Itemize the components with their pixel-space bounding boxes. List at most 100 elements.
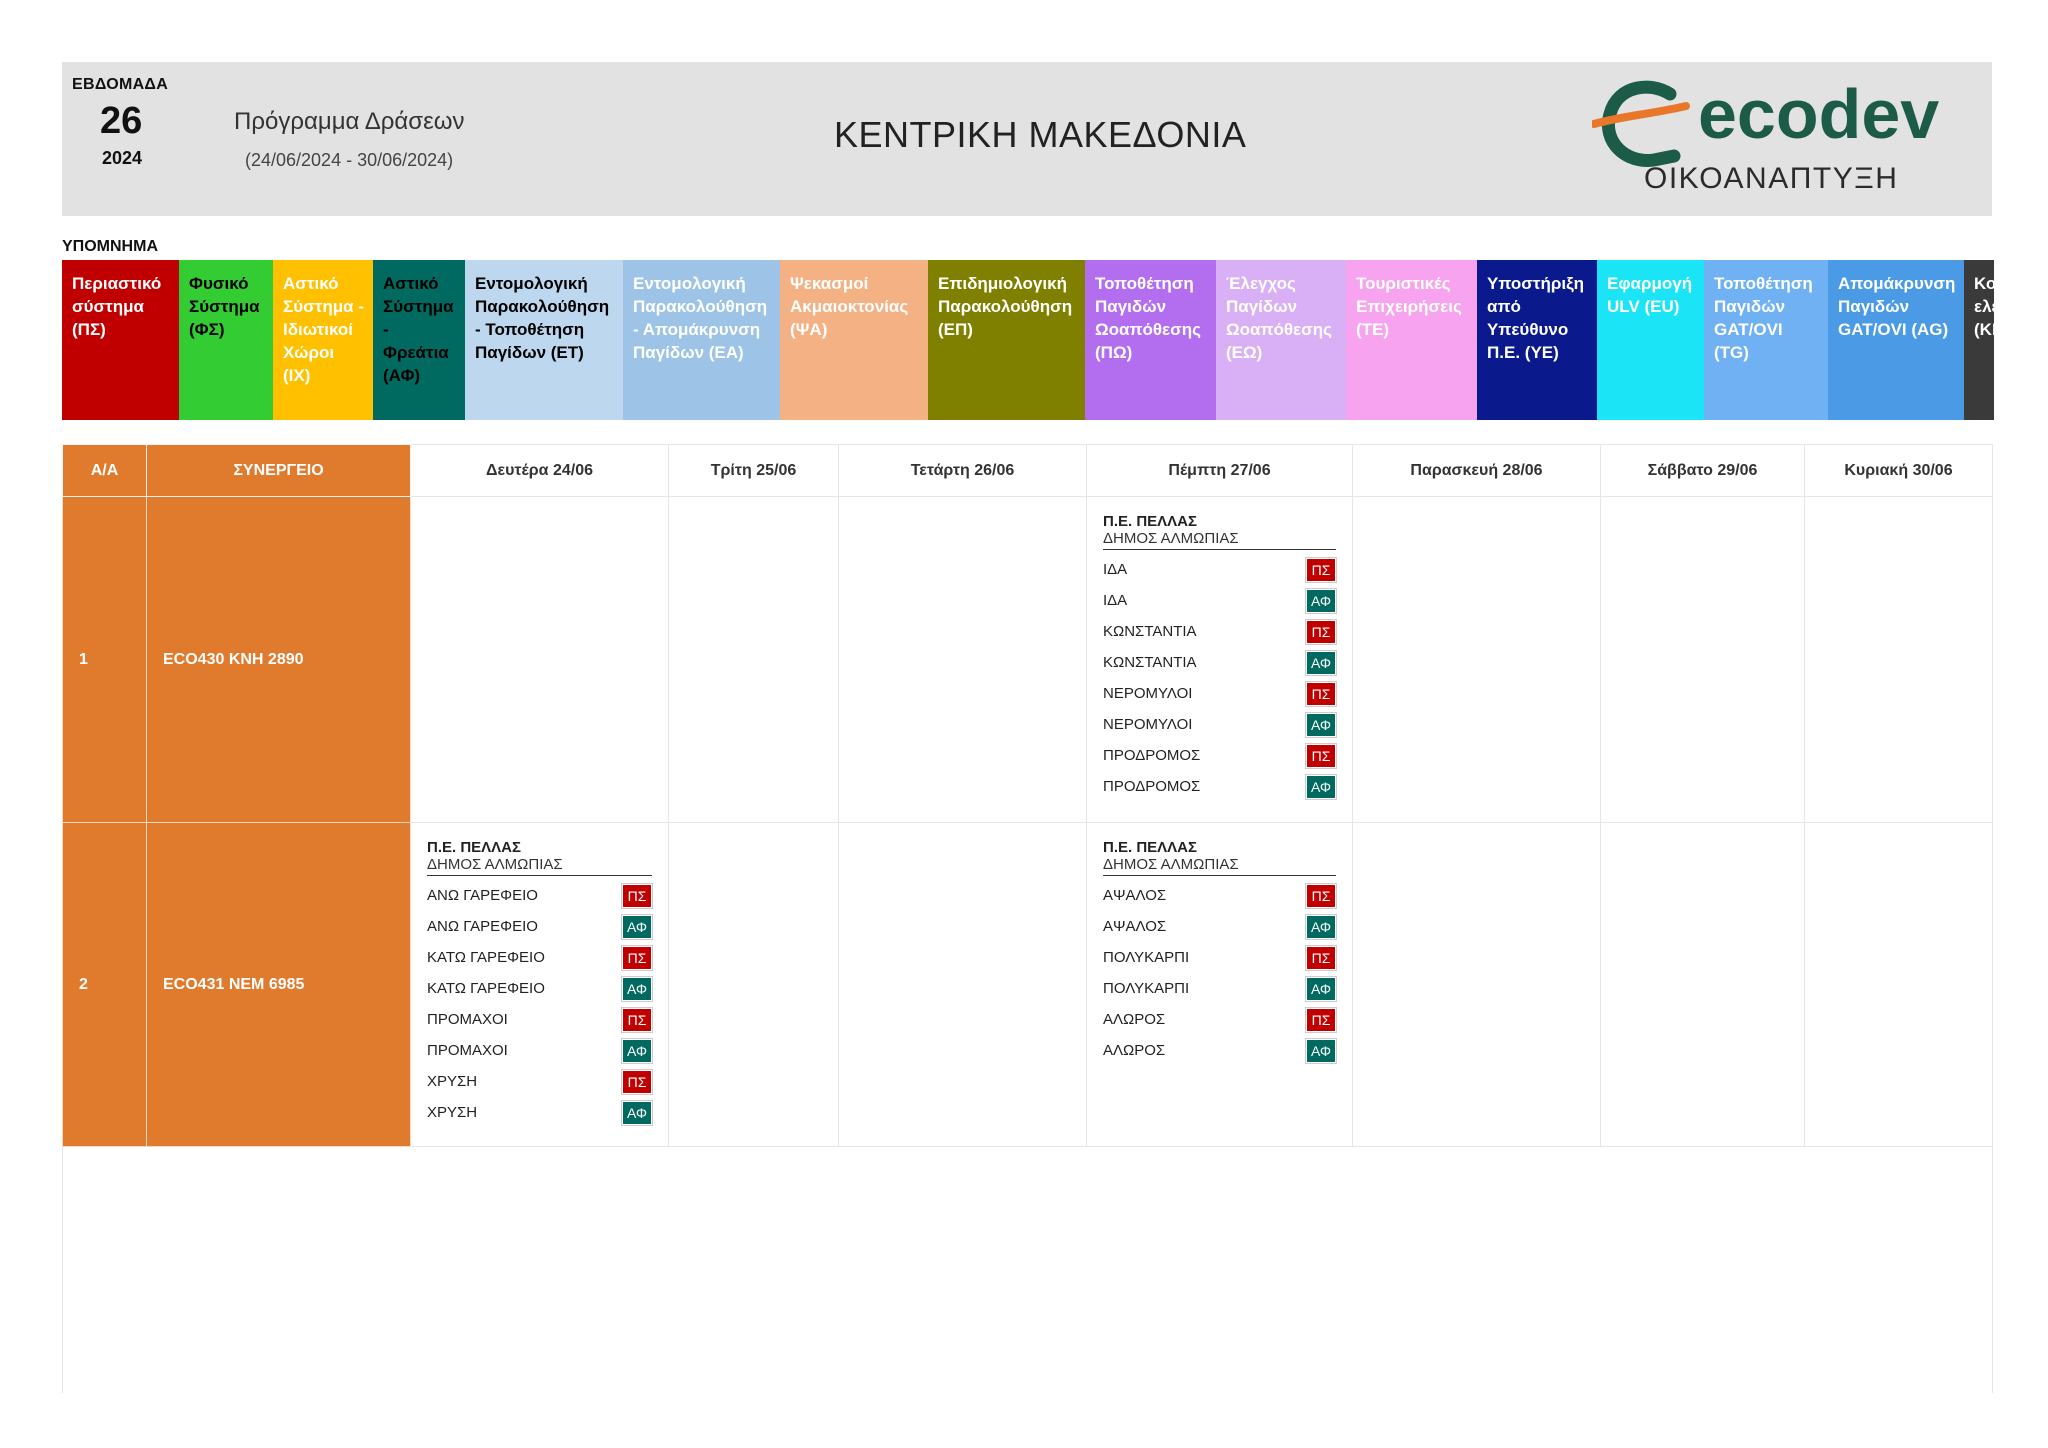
date-range: (24/06/2024 - 30/06/2024) [245, 150, 454, 170]
cell-saturday [1600, 496, 1805, 823]
location-name: ΑΨΑΛΟΣ [1103, 887, 1167, 904]
cell-monday: Π.Ε. ΠΕΛΛΑΣ ΔΗΜΟΣ ΑΛΜΩΠΙΑΣ ΑΝΩ ΓΑΡΕΦΕΙΟ ΠΣ Α… [410, 822, 669, 1147]
cell-thursday: Π.Ε. ΠΕΛΛΑΣ ΔΗΜΟΣ ΑΛΜΩΠΙΑΣ ΙΔΑ ΠΣ ΙΔΑ ΑΦ ΚΩΝΣΤ… [1086, 496, 1353, 823]
activity-tag-badge: ΑΦ [1305, 1037, 1337, 1064]
activity-tag-badge: ΠΣ [621, 882, 653, 909]
location-row: ΠΡΟΔΡΟΜΟΣ ΑΦ [1103, 771, 1337, 802]
cell-tuesday [668, 822, 839, 1147]
schedule-table: Α/Α ΣΥΝΕΡΓΕΙΟ Δευτέρα 24/06 Τρίτη 25/06 … [62, 444, 1993, 1393]
location-name: ΚΩΝΣΤΑΝΤΙΑ [1103, 654, 1197, 671]
legend-item: Τοποθέτηση Παγιδών Ωοαπόθεσης (ΠΩ) [1085, 260, 1216, 420]
regional-unit-title: Π.Ε. ΠΕΛΛΑΣ [1103, 839, 1198, 856]
regional-unit-title: Π.Ε. ΠΕΛΛΑΣ [1103, 513, 1198, 530]
location-row: ΚΩΝΣΤΑΝΤΙΑ ΠΣ [1103, 616, 1337, 647]
location-name: ΠΟΛΥΚΑΡΠΙ [1103, 980, 1190, 997]
legend-item: Φυσικό Σύστημα (ΦΣ) [179, 260, 273, 420]
activity-tag-badge: ΠΣ [621, 944, 653, 971]
location-row: ΚΑΤΩ ΓΑΡΕΦΕΙΟ ΑΦ [427, 973, 653, 1004]
municipality-title: ΔΗΜΟΣ ΑΛΜΩΠΙΑΣ [1103, 530, 1336, 550]
activity-tag-badge: ΑΦ [1305, 649, 1337, 676]
activity-tag-badge: ΠΣ [621, 1068, 653, 1095]
location-row: ΚΑΤΩ ΓΑΡΕΦΕΙΟ ΠΣ [427, 942, 653, 973]
week-label: ΕΒΔΟΜΑΔΑ [72, 76, 169, 93]
row-number: 2 [62, 822, 147, 1147]
location-name: ΠΟΛΥΚΑΡΠΙ [1103, 949, 1190, 966]
cell-wednesday [838, 822, 1087, 1147]
location-row: ΧΡΥΣΗ ΑΦ [427, 1097, 653, 1128]
cell-friday [1352, 496, 1601, 823]
legend-item: Εντομολογική Παρακολούθηση - Τοποθέτηση … [465, 260, 623, 420]
activity-tag-badge: ΑΦ [621, 975, 653, 1002]
activity-tag-badge: ΑΦ [621, 1037, 653, 1064]
location-name: ΚΑΤΩ ΓΑΡΕΦΕΙΟ [427, 980, 545, 997]
location-row: ΝΕΡΟΜΥΛΟΙ ΑΦ [1103, 709, 1337, 740]
activity-tag-badge: ΠΣ [1305, 882, 1337, 909]
header-day-friday: Παρασκευή 28/06 [1352, 444, 1601, 497]
cell-friday [1352, 822, 1601, 1147]
legend: Περιαστικό σύστημα (ΠΣ) Φυσικό Σύστημα (Φ… [62, 260, 1994, 420]
legend-item: Εφαρμογή ULV (EU) [1597, 260, 1704, 420]
activity-tag-badge: ΑΦ [1305, 711, 1337, 738]
legend-title: ΥΠΟΜΝΗΜΑ [62, 238, 158, 255]
cell-sunday [1804, 496, 1993, 823]
legend-item: Περιαστικό σύστημα (ΠΣ) [62, 260, 179, 420]
location-name: ΧΡΥΣΗ [427, 1073, 478, 1090]
location-name: ΚΩΝΣΤΑΝΤΙΑ [1103, 623, 1197, 640]
location-row: ΑΝΩ ΓΑΡΕΦΕΙΟ ΠΣ [427, 880, 653, 911]
activity-tag-badge: ΑΦ [1305, 975, 1337, 1002]
legend-item: Τουριστικές Επιχειρήσεις (ΤΕ) [1346, 260, 1477, 420]
location-row: ΑΛΩΡΟΣ ΑΦ [1103, 1035, 1337, 1066]
header-aa: Α/Α [62, 444, 147, 497]
empty-table-area [62, 1146, 1993, 1393]
cell-tuesday [668, 496, 839, 823]
location-name: ΑΨΑΛΟΣ [1103, 918, 1167, 935]
location-name: ΧΡΥΣΗ [427, 1104, 478, 1121]
cell-monday [410, 496, 669, 823]
location-name: ΠΡΟΜΑΧΟΙ [427, 1042, 508, 1059]
regional-unit-title: Π.Ε. ΠΕΛΛΑΣ [427, 839, 522, 856]
activity-tag-badge: ΠΣ [1305, 742, 1337, 769]
legend-item: Τοποθέτηση Παγιδών GAT/OVI (TG) [1704, 260, 1828, 420]
legend-item: Απομάκρυνση Παγιδών GAT/OVI (AG) [1828, 260, 1964, 420]
logo-wordmark: ecodev [1698, 75, 1940, 153]
header-day-thursday: Πέμπτη 27/06 [1086, 444, 1353, 497]
location-name: ΠΡΟΜΑΧΟΙ [427, 1011, 508, 1028]
legend-item: Έλεγχος Παγίδων Ωοαπόθεσης (ΕΩ) [1216, 260, 1346, 420]
location-row: ΠΟΛΥΚΑΡΠΙ ΠΣ [1103, 942, 1337, 973]
legend-item: Υποστήριξη από Υπεύθυνο Π.Ε. (ΥΕ) [1477, 260, 1597, 420]
location-row: ΠΡΟΔΡΟΜΟΣ ΠΣ [1103, 740, 1337, 771]
location-row: ΠΡΟΜΑΧΟΙ ΑΦ [427, 1035, 653, 1066]
activity-tag-badge: ΑΦ [1305, 773, 1337, 800]
location-row: ΙΔΑ ΠΣ [1103, 554, 1337, 585]
location-row: ΠΡΟΜΑΧΟΙ ΠΣ [427, 1004, 653, 1035]
cell-saturday [1600, 822, 1805, 1147]
activity-tag-badge: ΠΣ [1305, 944, 1337, 971]
location-name: ΚΑΤΩ ΓΑΡΕΦΕΙΟ [427, 949, 545, 966]
location-row: ΑΝΩ ΓΑΡΕΦΕΙΟ ΑΦ [427, 911, 653, 942]
legend-item: Αστικό Σύστημα - Φρεάτια (ΑΦ) [373, 260, 465, 420]
legend-item: Κοι ελε (ΚΜ [1964, 260, 1994, 420]
legend-item: Επιδημιολογική Παρακολούθηση (ΕΠ) [928, 260, 1085, 420]
location-name: ΙΔΑ [1103, 592, 1128, 609]
header-day-tuesday: Τρίτη 25/06 [668, 444, 839, 497]
header-synergeio: ΣΥΝΕΡΓΕΙΟ [146, 444, 411, 497]
week-number: 26 [100, 100, 143, 142]
location-name: ΑΛΩΡΟΣ [1103, 1042, 1166, 1059]
table-row: 1 ECO430 ΚΝΗ 2890 Π.Ε. ΠΕΛΛΑΣ ΔΗΜΟΣ ΑΛΜΩΠ… [62, 496, 1993, 823]
activity-tag-badge: ΑΦ [621, 913, 653, 940]
location-row: ΑΨΑΛΟΣ ΠΣ [1103, 880, 1337, 911]
ecodev-logo-mark-icon [1592, 80, 1690, 167]
activity-tag-badge: ΠΣ [1305, 1006, 1337, 1033]
activity-tag-badge: ΑΦ [621, 1099, 653, 1126]
location-row: ΧΡΥΣΗ ΠΣ [427, 1066, 653, 1097]
location-name: ΠΡΟΔΡΟΜΟΣ [1103, 747, 1201, 764]
header-day-sunday: Κυριακή 30/06 [1804, 444, 1993, 497]
region-title: ΚΕΝΤΡΙΚΗ ΜΑΚΕΔΟΝΙΑ [834, 114, 1247, 155]
municipality-title: ΔΗΜΟΣ ΑΛΜΩΠΙΑΣ [427, 856, 652, 876]
location-row: ΝΕΡΟΜΥΛΟΙ ΠΣ [1103, 678, 1337, 709]
crew-name: ECO431 ΝΕΜ 6985 [146, 822, 411, 1147]
location-row: ΠΟΛΥΚΑΡΠΙ ΑΦ [1103, 973, 1337, 1004]
location-name: ΑΝΩ ΓΑΡΕΦΕΙΟ [427, 918, 538, 935]
header-day-saturday: Σάββατο 29/06 [1600, 444, 1805, 497]
location-row: ΚΩΝΣΤΑΝΤΙΑ ΑΦ [1103, 647, 1337, 678]
